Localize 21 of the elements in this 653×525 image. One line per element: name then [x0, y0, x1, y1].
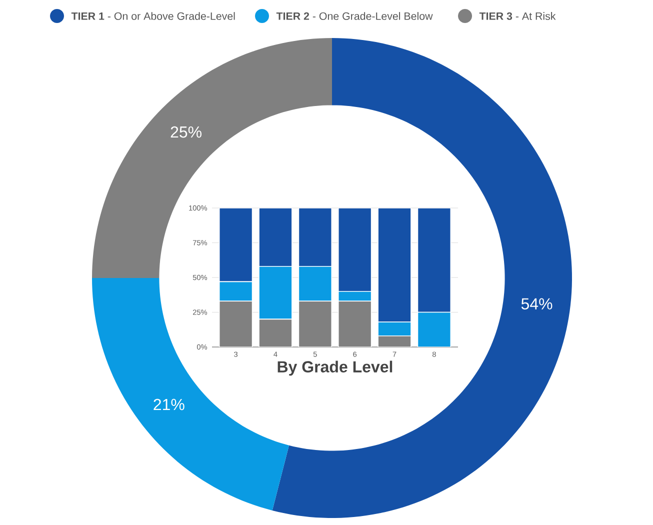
bar: [417, 208, 452, 313]
data-label: 21%: [154, 398, 184, 410]
bar: [258, 208, 292, 267]
bar: [338, 208, 372, 292]
legend-label: TIER 3 - At Risk: [479, 12, 556, 20]
bar: [378, 208, 412, 322]
bar: [218, 281, 253, 302]
legend-label: TIER 1 - On or Above Grade-Level: [71, 12, 235, 20]
legend-label: TIER 2 - One Grade-Level Below: [276, 12, 433, 20]
bar: [218, 300, 253, 347]
bar: [417, 312, 452, 347]
bar: [218, 208, 253, 282]
bar: [298, 208, 332, 267]
bar: [298, 266, 332, 302]
bar: [258, 266, 292, 320]
bar: [298, 300, 332, 347]
bar: [378, 322, 412, 336]
data-label: 54%: [521, 298, 552, 310]
x-axis-title: By Grade Level: [278, 360, 392, 376]
bar: [338, 300, 372, 347]
bar: [258, 318, 292, 347]
